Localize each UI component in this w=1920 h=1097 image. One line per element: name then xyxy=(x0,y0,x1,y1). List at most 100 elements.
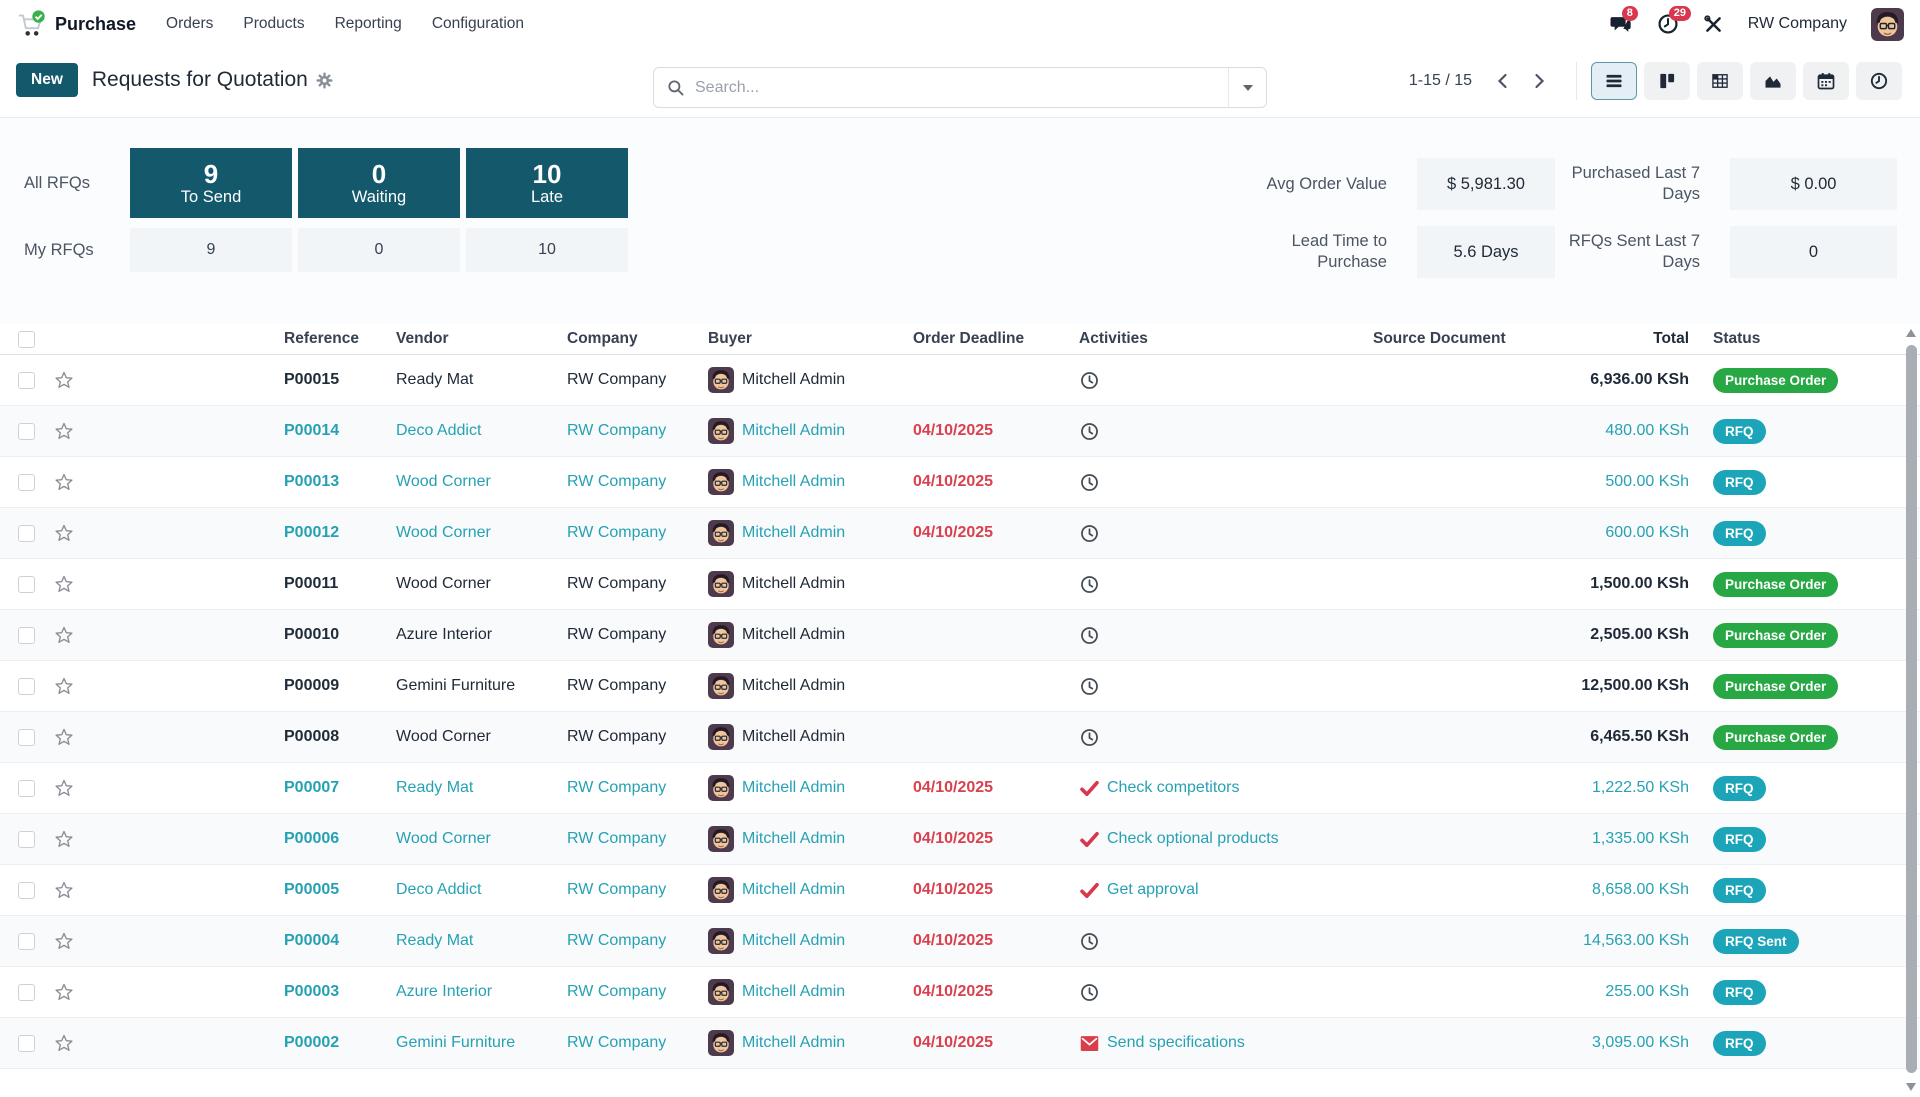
table-row[interactable]: P00014 Deco Addict RW Company Mitchell A… xyxy=(0,406,1920,457)
row-checkbox[interactable] xyxy=(18,371,35,389)
activity-cell[interactable]: Check competitors xyxy=(1079,778,1373,799)
activity-cell[interactable] xyxy=(1079,931,1373,952)
menu-orders[interactable]: Orders xyxy=(166,15,214,32)
table-row[interactable]: P00013 Wood Corner RW Company Mitchell A… xyxy=(0,457,1920,508)
favorite-toggle[interactable] xyxy=(54,421,98,441)
favorite-toggle[interactable] xyxy=(54,472,98,492)
favorite-toggle[interactable] xyxy=(54,625,98,645)
user-avatar[interactable] xyxy=(1871,8,1904,41)
menu-products[interactable]: Products xyxy=(243,15,305,32)
company-switcher[interactable]: RW Company xyxy=(1747,15,1847,32)
favorite-toggle[interactable] xyxy=(54,727,98,747)
header-buyer[interactable]: Buyer xyxy=(708,330,752,347)
favorite-toggle[interactable] xyxy=(54,778,98,798)
table-row[interactable]: P00004 Ready Mat RW Company Mitchell Adm… xyxy=(0,916,1920,967)
select-all-checkbox[interactable] xyxy=(18,330,35,348)
graph-view-button[interactable] xyxy=(1750,62,1796,100)
header-status[interactable]: Status xyxy=(1713,330,1761,347)
row-checkbox[interactable] xyxy=(18,932,35,950)
pivot-view-button[interactable] xyxy=(1697,62,1743,100)
activity-cell[interactable] xyxy=(1079,370,1373,391)
table-row[interactable]: P00009 Gemini Furniture RW Company Mitch… xyxy=(0,661,1920,712)
row-checkbox[interactable] xyxy=(18,524,35,542)
favorite-toggle[interactable] xyxy=(54,829,98,849)
header-company[interactable]: Company xyxy=(567,330,638,347)
activity-cell[interactable] xyxy=(1079,574,1373,595)
row-checkbox[interactable] xyxy=(18,626,35,644)
activity-cell[interactable] xyxy=(1079,625,1373,646)
calendar-view-button[interactable] xyxy=(1803,62,1849,100)
favorite-toggle[interactable] xyxy=(54,880,98,900)
row-checkbox[interactable] xyxy=(18,779,35,797)
table-row[interactable]: P00008 Wood Corner RW Company Mitchell A… xyxy=(0,712,1920,763)
table-row[interactable]: P00002 Gemini Furniture RW Company Mitch… xyxy=(0,1018,1920,1069)
kpi-tile-waiting[interactable]: 0 Waiting xyxy=(298,148,460,218)
my-rfqs-to-send[interactable]: 9 xyxy=(130,228,292,272)
scroll-up-arrow-icon[interactable] xyxy=(1906,329,1916,337)
list-view-button[interactable] xyxy=(1591,62,1637,100)
menu-reporting[interactable]: Reporting xyxy=(334,15,402,32)
row-checkbox[interactable] xyxy=(18,473,35,491)
view-settings-gear-icon[interactable] xyxy=(316,72,333,89)
table-row[interactable]: P00005 Deco Addict RW Company Mitchell A… xyxy=(0,865,1920,916)
row-checkbox[interactable] xyxy=(18,983,35,1001)
pager-previous-button[interactable] xyxy=(1488,69,1517,93)
activity-cell[interactable] xyxy=(1079,676,1373,697)
activities-button[interactable]: 29 xyxy=(1657,6,1691,35)
tools-button[interactable] xyxy=(1703,14,1724,35)
activity-cell[interactable]: Send specifications xyxy=(1079,1033,1373,1054)
header-total[interactable]: Total xyxy=(1653,330,1689,347)
app-switcher[interactable]: Purchase xyxy=(16,9,136,39)
row-checkbox[interactable] xyxy=(18,830,35,848)
activity-cell[interactable] xyxy=(1079,472,1373,493)
messages-button[interactable]: 8 xyxy=(1610,6,1638,35)
table-row[interactable]: P00003 Azure Interior RW Company Mitchel… xyxy=(0,967,1920,1018)
vertical-scrollbar[interactable] xyxy=(1905,325,1918,1097)
header-activities[interactable]: Activities xyxy=(1079,330,1148,347)
table-row[interactable]: P00011 Wood Corner RW Company Mitchell A… xyxy=(0,559,1920,610)
kpi-tile-to-send[interactable]: 9 To Send xyxy=(130,148,292,218)
header-vendor[interactable]: Vendor xyxy=(396,330,449,347)
row-checkbox[interactable] xyxy=(18,881,35,899)
activity-view-button[interactable] xyxy=(1856,62,1902,100)
kpi-tile-late[interactable]: 10 Late xyxy=(466,148,628,218)
activity-cell[interactable] xyxy=(1079,523,1373,544)
favorite-toggle[interactable] xyxy=(54,676,98,696)
favorite-toggle[interactable] xyxy=(54,523,98,543)
table-row[interactable]: P00006 Wood Corner RW Company Mitchell A… xyxy=(0,814,1920,865)
my-rfqs-waiting[interactable]: 0 xyxy=(298,228,460,272)
header-source-document[interactable]: Source Document xyxy=(1373,330,1506,347)
app-name[interactable]: Purchase xyxy=(55,13,137,34)
row-checkbox[interactable] xyxy=(18,1034,35,1052)
row-checkbox[interactable] xyxy=(18,422,35,440)
row-checkbox[interactable] xyxy=(18,728,35,746)
row-checkbox[interactable] xyxy=(18,677,35,695)
activity-cell[interactable] xyxy=(1079,727,1373,748)
search-input[interactable]: Search... xyxy=(653,67,1267,108)
header-order-deadline[interactable]: Order Deadline xyxy=(913,330,1025,347)
table-row[interactable]: P00010 Azure Interior RW Company Mitchel… xyxy=(0,610,1920,661)
scroll-down-arrow-icon[interactable] xyxy=(1906,1083,1916,1091)
total-cell: 1,335.00 KSh xyxy=(1592,830,1689,847)
scrollbar-thumb[interactable] xyxy=(1906,345,1917,1073)
pager-next-button[interactable] xyxy=(1525,69,1554,93)
table-row[interactable]: P00015 Ready Mat RW Company Mitchell Adm… xyxy=(0,355,1920,406)
my-rfqs-late[interactable]: 10 xyxy=(466,228,628,272)
favorite-toggle[interactable] xyxy=(54,370,98,390)
table-row[interactable]: P00012 Wood Corner RW Company Mitchell A… xyxy=(0,508,1920,559)
favorite-toggle[interactable] xyxy=(54,931,98,951)
row-checkbox[interactable] xyxy=(18,575,35,593)
menu-configuration[interactable]: Configuration xyxy=(431,15,525,32)
search-options-toggle[interactable] xyxy=(1228,68,1266,107)
activity-cell[interactable] xyxy=(1079,421,1373,442)
new-button[interactable]: New xyxy=(16,63,78,97)
table-row[interactable]: P00007 Ready Mat RW Company Mitchell Adm… xyxy=(0,763,1920,814)
kanban-view-button[interactable] xyxy=(1644,62,1690,100)
activity-cell[interactable] xyxy=(1079,982,1373,1003)
activity-cell[interactable]: Check optional products xyxy=(1079,829,1373,850)
favorite-toggle[interactable] xyxy=(54,1033,98,1053)
favorite-toggle[interactable] xyxy=(54,982,98,1002)
header-reference[interactable]: Reference xyxy=(284,330,359,347)
favorite-toggle[interactable] xyxy=(54,574,98,594)
activity-cell[interactable]: Get approval xyxy=(1079,880,1373,901)
